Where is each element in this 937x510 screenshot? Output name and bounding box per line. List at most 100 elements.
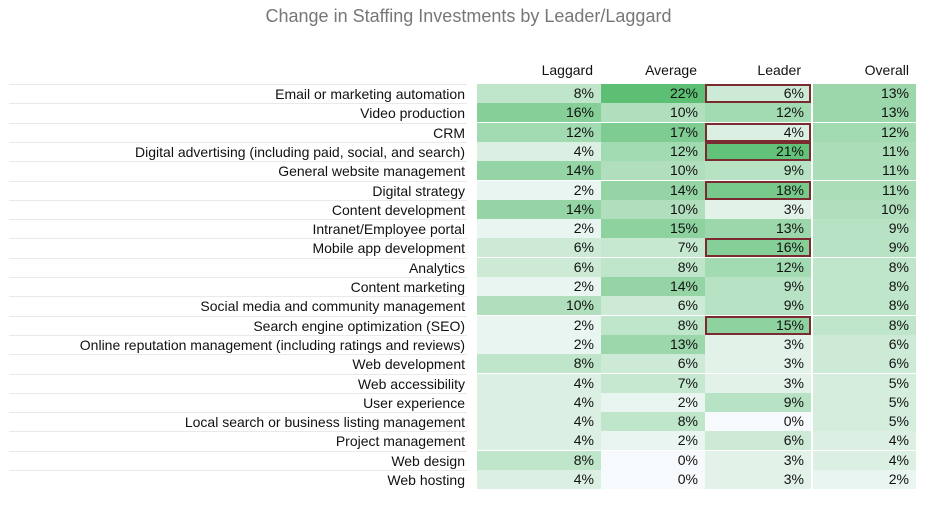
table-cell: 2% bbox=[477, 180, 601, 200]
table-row: Online reputation management (including … bbox=[0, 334, 937, 354]
table-row: Project management 4% 2% 6% 4% bbox=[0, 431, 937, 451]
table-cell: 3% bbox=[705, 334, 811, 354]
table-cell: 2% bbox=[813, 470, 916, 489]
table-row: Web design 8% 0% 3% 4% bbox=[0, 450, 937, 470]
table-cell: 6% bbox=[705, 84, 811, 103]
table-cell: 12% bbox=[813, 122, 916, 142]
row-label: Content development bbox=[9, 199, 467, 219]
table-cell: 16% bbox=[477, 103, 601, 123]
table-cell: 11% bbox=[813, 141, 916, 161]
table-cell: 15% bbox=[601, 219, 705, 239]
table-cell: 6% bbox=[813, 334, 916, 354]
table-cell: 5% bbox=[813, 373, 916, 393]
table-cell: 14% bbox=[477, 199, 601, 219]
row-label: User experience bbox=[9, 392, 467, 412]
table-row: Social media and community management 10%… bbox=[0, 296, 937, 316]
table-cell: 9% bbox=[705, 277, 811, 296]
column-header-leader: Leader bbox=[757, 62, 801, 78]
table-row: User experience 4% 2% 9% 5% bbox=[0, 392, 937, 412]
table-cell: 8% bbox=[601, 412, 705, 432]
table-cell: 4% bbox=[705, 122, 811, 142]
chart-title: Change in Staffing Investments by Leader… bbox=[265, 6, 672, 26]
table-cell: 4% bbox=[477, 373, 601, 393]
table-cell: 12% bbox=[601, 141, 705, 161]
row-label: Video production bbox=[9, 103, 467, 122]
table-row: Web development 8% 6% 3% 6% bbox=[0, 354, 937, 374]
table-cell: 4% bbox=[477, 470, 601, 489]
row-label: CRM bbox=[9, 122, 467, 142]
table-cell: 6% bbox=[705, 431, 811, 451]
row-label: Digital strategy bbox=[9, 180, 467, 200]
table-cell: 13% bbox=[705, 219, 811, 239]
table-cell: 0% bbox=[601, 470, 705, 489]
row-label: Email or marketing automation bbox=[9, 84, 467, 103]
row-label: Mobile app development bbox=[9, 238, 467, 257]
table-cell: 9% bbox=[813, 238, 916, 258]
table-row: Email or marketing automation 8% 22% 6% 13% bbox=[0, 84, 937, 103]
table-cell: 0% bbox=[705, 412, 811, 432]
table-cell: 9% bbox=[705, 161, 811, 181]
table-cell: 13% bbox=[813, 103, 916, 123]
column-header-laggard: Laggard bbox=[541, 62, 593, 78]
table-cell: 11% bbox=[813, 161, 916, 181]
table-row: Search engine optimization (SEO) 2% 8% 15% 8… bbox=[0, 315, 937, 335]
row-label: Local search or business listing managem… bbox=[9, 412, 467, 431]
table-cell: 5% bbox=[813, 412, 916, 432]
row-label: Digital advertising (including paid, soc… bbox=[9, 141, 467, 161]
table-cell: 6% bbox=[477, 257, 601, 277]
table-cell: 10% bbox=[601, 199, 705, 219]
column-header-average: Average bbox=[645, 62, 697, 78]
table-row: Mobile app development 6% 7% 16% 9% bbox=[0, 238, 937, 258]
table-cell: 10% bbox=[477, 296, 601, 316]
table-cell: 21% bbox=[705, 141, 811, 161]
table-row: Digital strategy 2% 14% 18% 11% bbox=[0, 180, 937, 200]
table-row: Local search or business listing managem… bbox=[0, 412, 937, 432]
row-label: Web design bbox=[9, 450, 467, 470]
table-cell: 10% bbox=[813, 199, 916, 219]
table-cell: 6% bbox=[601, 296, 705, 316]
table-row: Web hosting 4% 0% 3% 2% bbox=[0, 470, 937, 489]
table-cell: 8% bbox=[813, 277, 916, 296]
table-cell: 2% bbox=[601, 392, 705, 412]
table-row: Content development 14% 10% 3% 10% bbox=[0, 199, 937, 219]
table-cell: 2% bbox=[601, 431, 705, 451]
table-cell: 8% bbox=[601, 257, 705, 277]
table-cell: 12% bbox=[705, 103, 811, 123]
table-cell: 14% bbox=[477, 161, 601, 181]
table-cell: 6% bbox=[601, 354, 705, 374]
table-cell: 0% bbox=[601, 450, 705, 470]
table-cell: 10% bbox=[601, 161, 705, 181]
table-cell: 10% bbox=[601, 103, 705, 123]
table-cell: 14% bbox=[601, 277, 705, 296]
table-cell: 8% bbox=[477, 450, 601, 470]
table-cell: 4% bbox=[477, 392, 601, 412]
row-label: Web accessibility bbox=[9, 373, 467, 393]
table-cell: 2% bbox=[477, 219, 601, 239]
table-cell: 3% bbox=[705, 450, 811, 470]
table-cell: 6% bbox=[477, 238, 601, 258]
row-label: Social media and community management bbox=[9, 296, 467, 315]
column-header-overall: Overall bbox=[864, 62, 909, 78]
table-cell: 8% bbox=[601, 315, 705, 335]
table-cell: 17% bbox=[601, 122, 705, 142]
table-cell: 4% bbox=[477, 412, 601, 432]
table-row: Intranet/Employee portal 2% 15% 13% 9% bbox=[0, 219, 937, 239]
table-cell: 2% bbox=[477, 277, 601, 296]
table-cell: 15% bbox=[705, 315, 811, 335]
table-row: General website management 14% 10% 9% 11% bbox=[0, 161, 937, 181]
table-cell: 8% bbox=[813, 257, 916, 277]
table-row: Web accessibility 4% 7% 3% 5% bbox=[0, 373, 937, 393]
table-cell: 13% bbox=[813, 84, 916, 103]
row-label: General website management bbox=[9, 161, 467, 180]
row-label: Analytics bbox=[9, 257, 467, 277]
table-cell: 3% bbox=[705, 199, 811, 219]
table-cell: 22% bbox=[601, 84, 705, 103]
table-cell: 4% bbox=[813, 450, 916, 470]
table-cell: 5% bbox=[813, 392, 916, 412]
table-row: Analytics 6% 8% 12% 8% bbox=[0, 257, 937, 277]
row-label: Web development bbox=[9, 354, 467, 373]
table-cell: 3% bbox=[705, 354, 811, 374]
table-cell: 18% bbox=[705, 180, 811, 200]
table-cell: 9% bbox=[705, 392, 811, 412]
table-cell: 8% bbox=[477, 84, 601, 103]
